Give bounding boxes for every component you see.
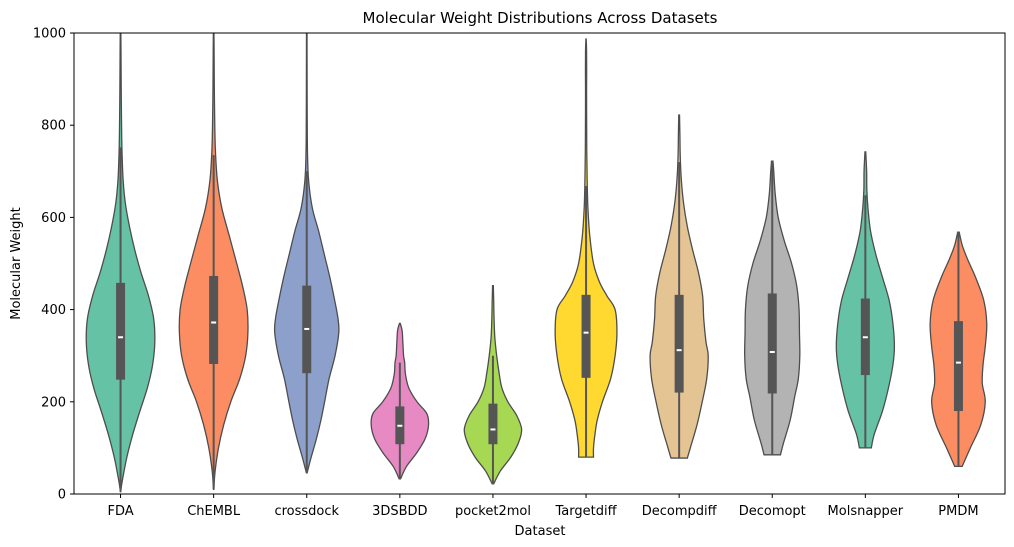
y-tick-label: 1000 <box>33 27 66 42</box>
chart-title: Molecular Weight Distributions Across Da… <box>363 9 718 27</box>
x-tick-label: crossdock <box>274 504 339 519</box>
x-tick-label: ChEMBL <box>187 504 241 519</box>
violin-molsnapper <box>835 151 896 449</box>
violin-iqr-box <box>488 403 498 445</box>
violin-crossdock <box>273 33 340 474</box>
x-tick-label: Decompdiff <box>642 504 718 519</box>
y-axis-label: Molecular Weight <box>9 207 24 320</box>
x-tick-label: 3DSBDD <box>372 504 427 519</box>
violin-iqr-box <box>581 294 591 378</box>
x-tick-label: FDA <box>107 504 133 519</box>
violin-iqr-box <box>953 321 963 412</box>
plot-frame <box>73 32 1006 495</box>
violin-fda <box>85 33 156 493</box>
violin-decomopt <box>743 160 801 456</box>
violin-iqr-box <box>674 294 684 393</box>
violin-pocket2mol <box>463 284 523 485</box>
x-tick-label: Molsnapper <box>828 504 904 519</box>
violin-decompdiff <box>649 114 709 459</box>
violin-pmdm <box>929 231 988 467</box>
x-axis: FDA ChEMBL crossdock 3DSBDD pocket2mol Target… <box>107 494 979 519</box>
violins-layer <box>85 33 988 493</box>
x-tick-label: Decomopt <box>739 504 806 519</box>
x-tick-label: pocket2mol <box>455 504 531 519</box>
violin-3dsbdd <box>370 322 430 480</box>
y-tick-label: 800 <box>41 119 66 134</box>
violin-chembl <box>178 33 249 491</box>
y-tick-label: 400 <box>41 303 66 318</box>
y-tick-label: 600 <box>41 211 66 226</box>
x-tick-label: Targetdiff <box>555 504 618 519</box>
violin-iqr-box <box>767 293 777 394</box>
x-tick-label: PMDM <box>938 504 978 519</box>
violin-iqr-box <box>209 275 219 364</box>
y-tick-label: 200 <box>41 395 66 410</box>
y-axis: 0 200 400 600 800 1000 <box>33 27 74 503</box>
violin-targetdiff <box>554 38 618 458</box>
y-tick-label: 0 <box>58 488 66 503</box>
x-axis-label: Dataset <box>515 524 566 539</box>
violin-iqr-box <box>116 282 126 380</box>
